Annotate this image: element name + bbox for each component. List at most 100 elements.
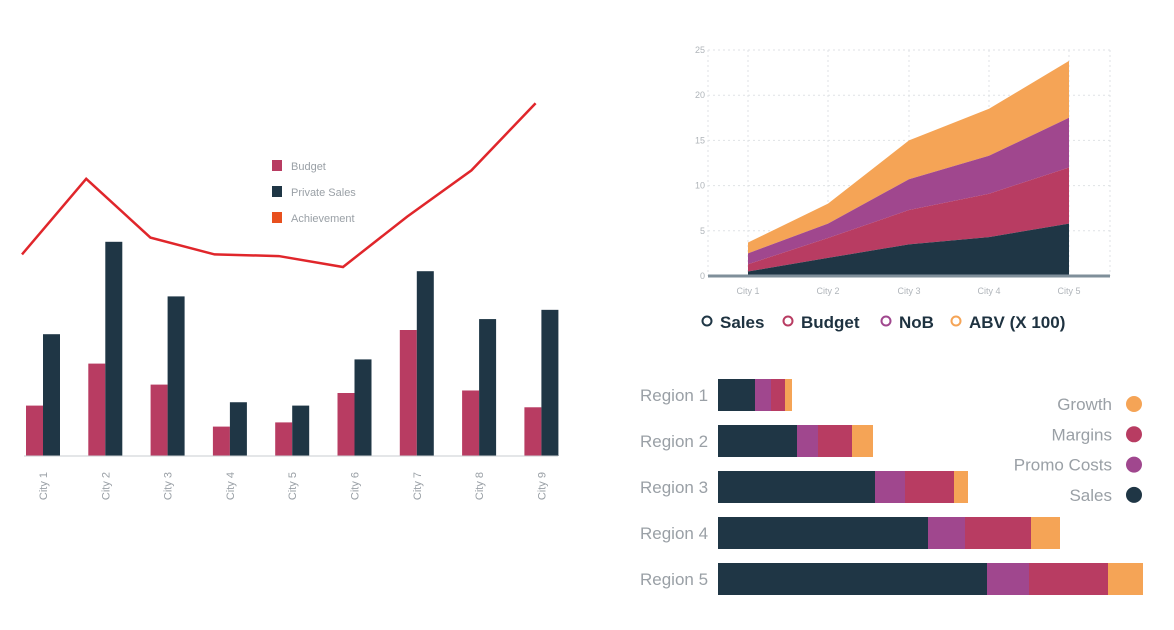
bar-private-sales-2 bbox=[105, 241, 123, 456]
bar-private-sales-7 bbox=[416, 271, 434, 456]
legend-label: NoB bbox=[899, 313, 934, 332]
bar-promo-costs-4 bbox=[928, 517, 965, 549]
legend-label: ABV (X 100) bbox=[969, 313, 1065, 332]
c2-y-tick-label: 0 bbox=[700, 271, 705, 281]
region-label: Region 4 bbox=[640, 524, 708, 543]
c1-x-tick-label: City 1 bbox=[38, 472, 50, 500]
bar-sales-2 bbox=[718, 425, 797, 457]
bar-budget-3 bbox=[150, 384, 168, 456]
bar-sales-4 bbox=[718, 517, 928, 549]
c2-x-tick-label: City 1 bbox=[736, 286, 759, 296]
bar-budget-4 bbox=[212, 426, 230, 456]
bar-budget-2 bbox=[88, 363, 106, 456]
c1-x-tick-label: City 7 bbox=[412, 472, 424, 500]
bar-growth-4 bbox=[1031, 517, 1060, 549]
c3-region-labels: Region 1 Region 2 Region 3 Region 4 Region 5 bbox=[640, 386, 708, 589]
c1-x-tick-label: City 8 bbox=[474, 472, 486, 500]
c2-x-tick-label: City 3 bbox=[897, 286, 920, 296]
c2-y-tick-label: 20 bbox=[695, 90, 705, 100]
c2-x-tick-labels: City 1 City 2 City 3 City 4 City 5 bbox=[736, 286, 1080, 296]
bar-margins-1 bbox=[771, 379, 785, 411]
bar-margins-4 bbox=[965, 517, 1031, 549]
bar-sales-5 bbox=[718, 563, 987, 595]
bar-private-sales-5 bbox=[292, 405, 310, 456]
bar-growth-1 bbox=[785, 379, 792, 411]
region-label: Region 5 bbox=[640, 570, 708, 589]
achievement-line bbox=[21, 102, 537, 269]
c1-x-tick-label: City 4 bbox=[225, 472, 237, 500]
city-bar-line-chart: City 1 City 2 City 3 City 4 City 5 City 6 City… bbox=[21, 102, 559, 500]
legend-dot bbox=[1126, 486, 1142, 503]
bar-private-sales-1 bbox=[43, 334, 60, 456]
area-nob bbox=[748, 117, 1069, 265]
legend-label: Margins bbox=[1052, 425, 1112, 444]
bar-margins-5 bbox=[1029, 563, 1108, 595]
c2-y-tick-label: 25 bbox=[695, 45, 705, 55]
c1-legend: Budget Private Sales Achievement bbox=[272, 160, 356, 225]
bar-private-sales-6 bbox=[354, 359, 372, 456]
c2-y-tick-label: 10 bbox=[695, 181, 705, 191]
legend-label: Achievement bbox=[291, 213, 355, 225]
legend-label: Sales bbox=[1069, 486, 1112, 505]
bar-budget-5 bbox=[275, 422, 293, 456]
legend-label: Promo Costs bbox=[1014, 456, 1112, 475]
c2-y-tick-label: 15 bbox=[695, 135, 705, 145]
legend-marker bbox=[950, 315, 962, 327]
legend-swatch bbox=[272, 160, 282, 171]
bar-sales-1 bbox=[718, 379, 755, 411]
legend-marker bbox=[782, 315, 794, 327]
bar-growth-3 bbox=[954, 471, 968, 503]
bar-budget-6 bbox=[337, 393, 355, 456]
c2-x-tick-label: City 2 bbox=[816, 286, 839, 296]
legend-marker bbox=[880, 315, 892, 327]
legend-dot bbox=[1126, 456, 1142, 473]
bar-budget-1 bbox=[26, 405, 43, 456]
bar-margins-3 bbox=[905, 471, 954, 503]
legend-swatch bbox=[272, 212, 282, 223]
c2-areas bbox=[748, 60, 1069, 276]
c1-x-tick-label: City 6 bbox=[350, 472, 362, 500]
c2-x-tick-label: City 5 bbox=[1057, 286, 1080, 296]
area-abv-x-100- bbox=[748, 60, 1069, 254]
region-label: Region 2 bbox=[640, 432, 708, 451]
c2-x-tick-label: City 4 bbox=[977, 286, 1000, 296]
area-budget bbox=[748, 167, 1069, 272]
bar-sales-3 bbox=[718, 471, 875, 503]
bar-private-sales-8 bbox=[479, 319, 497, 456]
bar-private-sales-4 bbox=[229, 402, 247, 456]
c1-x-tick-label: City 5 bbox=[287, 472, 299, 500]
bar-budget-8 bbox=[462, 390, 480, 456]
c2-y-tick-label: 5 bbox=[700, 226, 705, 236]
bar-budget-7 bbox=[399, 330, 417, 456]
c1-x-tick-label: City 3 bbox=[163, 472, 175, 500]
area-sales bbox=[748, 223, 1069, 276]
c1-x-tick-labels: City 1 City 2 City 3 City 4 City 5 City 6 City… bbox=[38, 472, 548, 500]
legend-marker bbox=[701, 315, 713, 327]
region-stacked-bar-chart: Region 1 Region 2 Region 3 Region 4 Region 5… bbox=[640, 379, 1143, 595]
city-bars bbox=[26, 241, 559, 456]
legend-label: Growth bbox=[1057, 395, 1112, 414]
legend-swatch bbox=[272, 186, 282, 197]
c3-legend: Growth Margins Promo Costs Sales bbox=[1014, 395, 1142, 505]
c1-x-tick-label: City 2 bbox=[100, 472, 112, 500]
legend-label: Budget bbox=[291, 161, 326, 173]
bar-budget-9 bbox=[524, 407, 542, 456]
c2-y-tick-labels: 0 5 10 15 20 25 bbox=[695, 45, 705, 281]
bar-promo-costs-3 bbox=[875, 471, 905, 503]
bar-promo-costs-5 bbox=[987, 563, 1029, 595]
legend-label: Budget bbox=[801, 313, 860, 332]
bar-private-sales-3 bbox=[167, 296, 185, 456]
legend-dot bbox=[1126, 426, 1142, 443]
c2-legend: Sales Budget NoB ABV (X 100) bbox=[701, 313, 1065, 332]
bar-promo-costs-2 bbox=[797, 425, 818, 457]
bar-growth-5 bbox=[1108, 563, 1143, 595]
legend-label: Sales bbox=[720, 313, 764, 332]
legend-dot bbox=[1126, 396, 1142, 412]
c3-bars bbox=[718, 379, 1143, 595]
bar-private-sales-9 bbox=[541, 309, 559, 456]
legend-label: Private Sales bbox=[291, 187, 356, 199]
bar-promo-costs-1 bbox=[755, 379, 771, 411]
c1-x-tick-label: City 9 bbox=[536, 472, 548, 500]
